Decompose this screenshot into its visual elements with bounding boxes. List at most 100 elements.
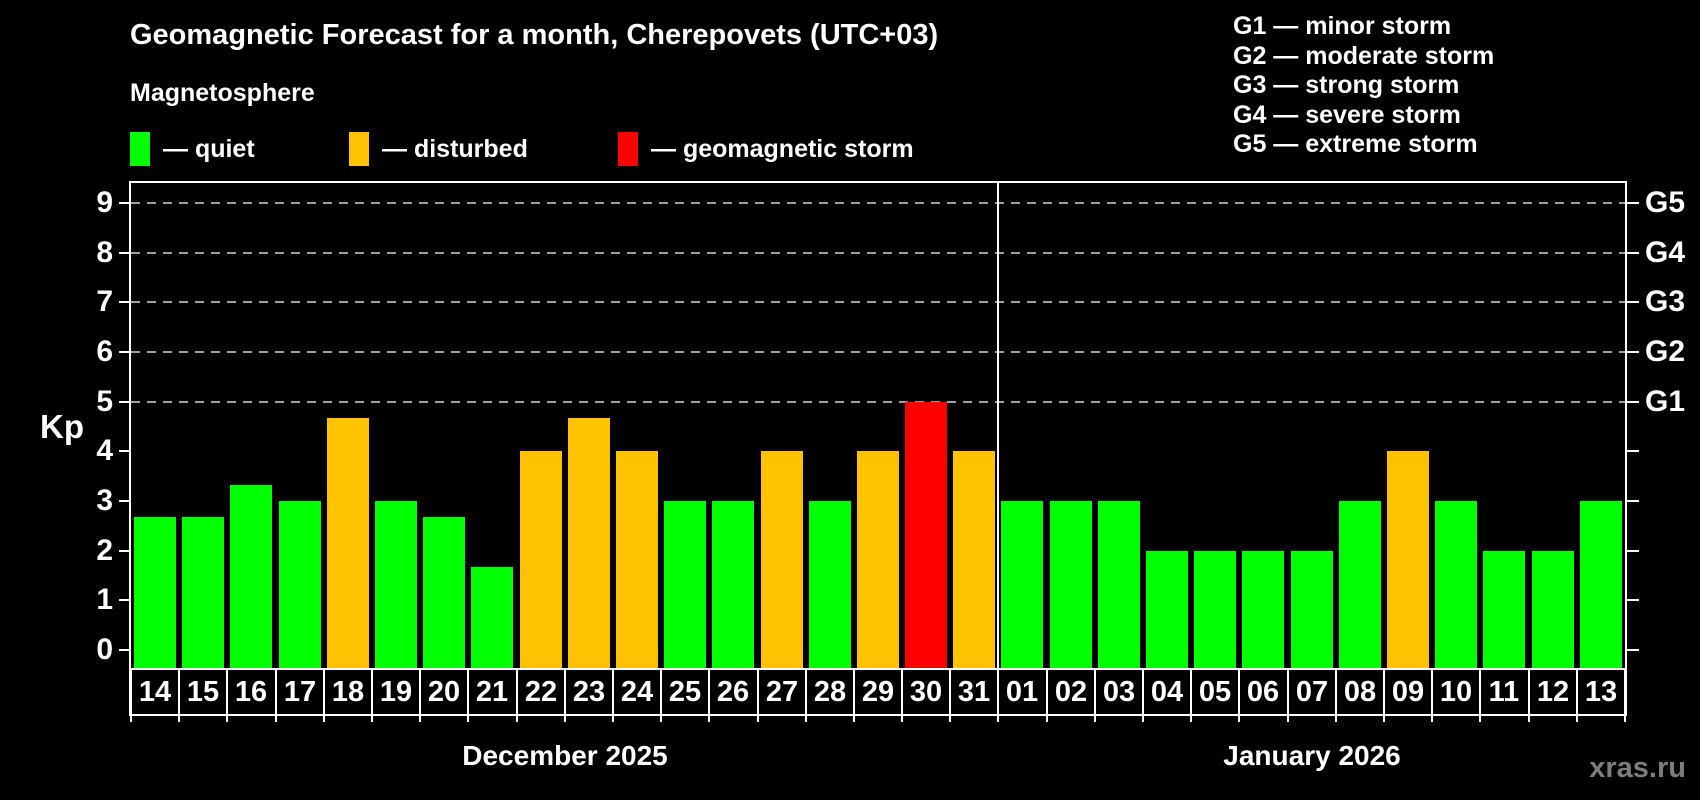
date-label: 20 bbox=[427, 676, 461, 708]
date-separator bbox=[853, 668, 855, 722]
kp-bar-day-02 bbox=[1050, 501, 1092, 668]
date-separator bbox=[805, 668, 807, 722]
kp-bar-day-25 bbox=[664, 501, 706, 668]
date-separator bbox=[1046, 668, 1048, 722]
y-tick-label: 7 bbox=[96, 285, 113, 318]
kp-bar-day-04 bbox=[1146, 551, 1188, 668]
kp-bar-day-28 bbox=[809, 501, 851, 668]
y-tick-label: 6 bbox=[96, 335, 113, 368]
date-separator bbox=[1190, 668, 1192, 722]
legend-item-quiet: — quiet bbox=[130, 131, 255, 167]
kp-bar-day-01 bbox=[1001, 501, 1043, 668]
storm-scale-legend: G1 — minor storm G2 — moderate storm G3 … bbox=[1233, 12, 1494, 160]
gridline-kp5 bbox=[131, 401, 1625, 403]
date-separator bbox=[564, 668, 566, 722]
kp-bar-day-07 bbox=[1291, 551, 1333, 668]
date-separator bbox=[949, 668, 951, 722]
date-label: 17 bbox=[283, 676, 317, 708]
y-axis-tick-left bbox=[119, 351, 131, 353]
kp-bar-day-19 bbox=[375, 501, 417, 668]
y-axis-tick-right bbox=[1627, 202, 1639, 204]
date-separator bbox=[1479, 668, 1481, 722]
date-separator bbox=[226, 668, 228, 722]
y-axis-tick-left bbox=[119, 202, 131, 204]
g2-legend-line: G2 — moderate storm bbox=[1233, 41, 1495, 70]
kp-bar-day-08 bbox=[1339, 501, 1381, 668]
y-axis-tick-right bbox=[1627, 351, 1639, 353]
date-separator bbox=[757, 668, 759, 722]
y-axis-tick-left bbox=[119, 450, 131, 452]
g-scale-label-g2: G2 bbox=[1645, 335, 1686, 368]
kp-bar-day-22 bbox=[520, 451, 562, 668]
y-axis-tick-left bbox=[119, 401, 131, 403]
kp-bar-day-16 bbox=[230, 485, 272, 668]
date-separator bbox=[708, 668, 710, 722]
date-label: 26 bbox=[716, 676, 750, 708]
date-label: 16 bbox=[234, 676, 268, 708]
date-label: 12 bbox=[1536, 676, 1570, 708]
date-separator bbox=[1142, 668, 1144, 722]
date-separator bbox=[612, 668, 614, 722]
date-label: 06 bbox=[1246, 676, 1280, 708]
kp-bar-day-06 bbox=[1242, 551, 1284, 668]
date-label: 15 bbox=[186, 676, 220, 708]
y-axis-tick-left bbox=[119, 649, 131, 651]
g1-legend-line: G1 — minor storm bbox=[1233, 12, 1452, 40]
date-separator bbox=[997, 668, 999, 722]
date-label: 18 bbox=[331, 676, 365, 708]
g-scale-label-g4: G4 bbox=[1645, 236, 1686, 269]
month-label: December 2025 bbox=[462, 740, 668, 771]
date-separator bbox=[371, 668, 373, 722]
y-tick-label: 5 bbox=[96, 385, 113, 418]
xras-watermark: xras.ru bbox=[1589, 752, 1686, 784]
date-separator bbox=[901, 668, 903, 722]
date-label: 27 bbox=[765, 676, 799, 708]
month-divider-line bbox=[997, 183, 999, 668]
month-label: January 2026 bbox=[1223, 740, 1401, 771]
date-label: 22 bbox=[524, 676, 558, 708]
g-scale-label-g1: G1 bbox=[1645, 385, 1686, 418]
y-axis-tick-left bbox=[119, 252, 131, 254]
gridline-kp6 bbox=[131, 351, 1625, 353]
date-separator bbox=[178, 668, 180, 722]
y-axis-tick-left bbox=[119, 550, 131, 552]
date-separator bbox=[1576, 668, 1578, 722]
date-label: 08 bbox=[1343, 676, 1377, 708]
y-axis-tick-left bbox=[119, 500, 131, 502]
kp-bar-day-17 bbox=[279, 501, 321, 668]
date-label: 29 bbox=[861, 676, 895, 708]
kp-bar-day-21 bbox=[471, 567, 513, 668]
y-axis-tick-right bbox=[1627, 599, 1639, 601]
date-separator bbox=[1335, 668, 1337, 722]
page-title: Geomagnetic Forecast for a month, Cherep… bbox=[130, 19, 939, 51]
y-axis-tick-right bbox=[1627, 500, 1639, 502]
date-label: 04 bbox=[1150, 676, 1184, 708]
kp-bar-day-31 bbox=[953, 451, 995, 668]
date-label: 01 bbox=[1005, 676, 1039, 708]
y-tick-label: 8 bbox=[96, 236, 113, 269]
date-label: 10 bbox=[1439, 676, 1473, 708]
plot-border-right bbox=[1625, 181, 1627, 716]
date-separator bbox=[1528, 668, 1530, 722]
date-label: 07 bbox=[1295, 676, 1329, 708]
date-separator bbox=[516, 668, 518, 722]
kp-bar-day-30 bbox=[905, 402, 947, 668]
date-label: 02 bbox=[1054, 676, 1088, 708]
gridline-kp9 bbox=[131, 202, 1625, 204]
date-label: 28 bbox=[813, 676, 847, 708]
date-separator bbox=[419, 668, 421, 722]
date-label: 03 bbox=[1102, 676, 1136, 708]
date-separator bbox=[323, 668, 325, 722]
g4-legend-line: G4 — severe storm bbox=[1233, 100, 1461, 129]
y-tick-label: 0 bbox=[96, 633, 113, 666]
kp-bar-day-26 bbox=[712, 501, 754, 668]
date-label: 24 bbox=[620, 676, 654, 708]
g3-legend-line: G3 — strong storm bbox=[1233, 71, 1460, 100]
date-separator bbox=[1287, 668, 1289, 722]
kp-bar-day-23 bbox=[568, 418, 610, 668]
date-label: 23 bbox=[572, 676, 606, 708]
kp-bar-day-18 bbox=[327, 418, 369, 668]
kp-bar-day-09 bbox=[1387, 451, 1429, 668]
